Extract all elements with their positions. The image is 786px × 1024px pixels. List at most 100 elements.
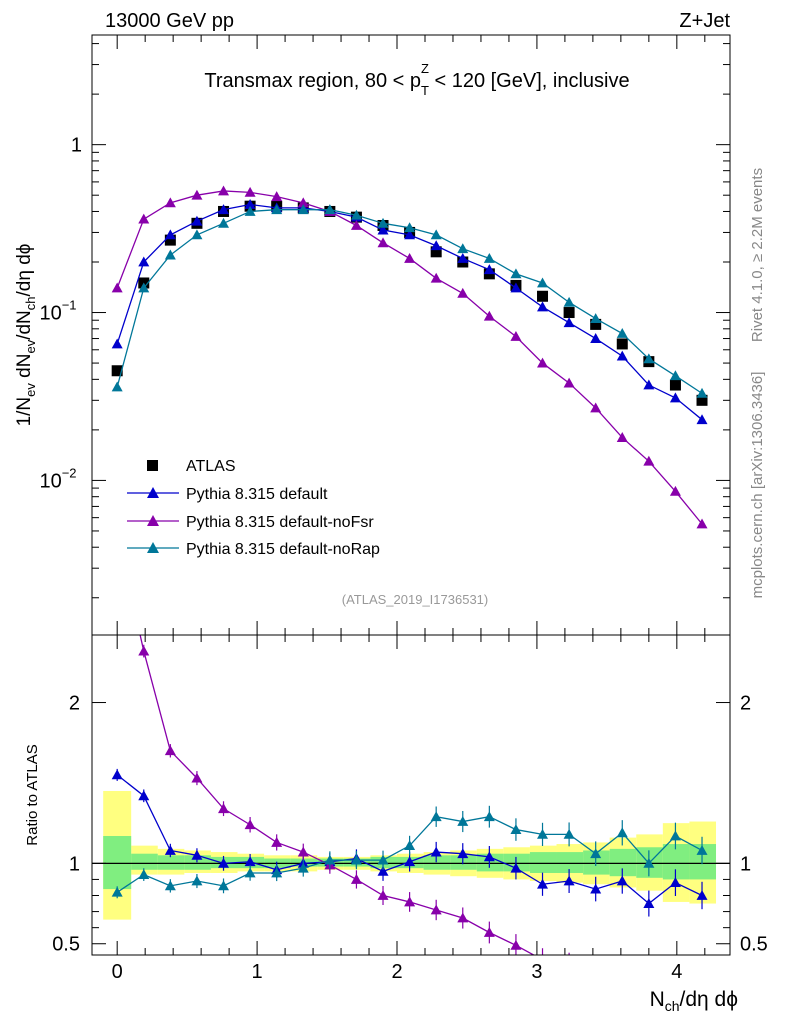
ratio-point <box>191 772 203 783</box>
upper-point <box>616 328 628 338</box>
upper-point <box>643 379 655 390</box>
ratio-point <box>643 898 655 908</box>
upper-point <box>297 197 309 208</box>
ratio-point <box>112 528 123 538</box>
upper-point <box>191 189 203 200</box>
upper-ylabel: 1/Nev dNev/dNch/dη dϕ <box>14 244 38 427</box>
ratio-point <box>590 848 602 859</box>
upper-point-atlas <box>696 394 708 406</box>
ratio-point <box>324 854 336 865</box>
ratio-point <box>350 873 362 884</box>
upper-point <box>218 204 230 215</box>
upper-point <box>111 282 123 293</box>
ratio-xtick-label: 0 <box>112 961 123 983</box>
ratio-band-green <box>131 853 158 870</box>
upper-point <box>510 268 522 279</box>
ratio-band-green <box>423 855 451 870</box>
mcplots-label: mcplots.cern.ch [arXiv:1306.3436] <box>749 372 766 599</box>
upper-ytick-labels: 1 10−1 10−2 <box>39 135 82 493</box>
title-sub: T <box>421 83 429 98</box>
upper-point-atlas <box>164 234 176 246</box>
ratio-point <box>164 844 176 855</box>
legend-label-norap: Pythia 8.315 default-noRap <box>186 541 380 558</box>
ratio-point <box>483 926 495 937</box>
upper-point <box>350 219 362 230</box>
upper-point <box>457 243 469 254</box>
legend-marker-atlas <box>147 460 158 471</box>
ratio-point <box>271 836 283 847</box>
ratio-band-green <box>662 844 690 880</box>
ratio-ytick-label-left: 1 <box>69 853 80 875</box>
upper-point-atlas <box>537 290 549 302</box>
ratio-point <box>510 862 522 873</box>
ratio-point <box>404 856 416 867</box>
title-sup: Z <box>421 61 429 76</box>
upper-series-3 <box>111 204 708 398</box>
ratio-point <box>643 857 655 868</box>
ratio-point <box>430 811 442 822</box>
upper-ytick-label: 1 <box>71 135 82 157</box>
xlabel: Nch/dη dϕ <box>650 988 738 1014</box>
ratio-point <box>111 769 123 780</box>
ratio-xtick-label: 1 <box>252 961 263 983</box>
upper-point <box>669 370 681 381</box>
upper-point <box>483 252 495 263</box>
lower-data <box>111 528 708 969</box>
ratio-point <box>669 877 681 888</box>
ratio-band-green <box>609 848 637 877</box>
ratio-point <box>244 867 256 878</box>
upper-point <box>510 282 522 293</box>
analysis-id: (ATLAS_2019_I1736531) <box>342 592 488 607</box>
lower-ticks <box>92 635 730 955</box>
upper-point <box>430 240 442 251</box>
ratio-band-green <box>476 853 504 872</box>
legend-entry-nofsr: Pythia 8.315 default-noFsr <box>127 514 374 531</box>
upper-point <box>669 392 681 403</box>
upper-point <box>377 224 389 235</box>
upper-point <box>138 256 150 267</box>
ratio-point <box>696 890 708 900</box>
ratio-xtick-label: 4 <box>671 961 682 983</box>
ratio-point <box>350 854 362 865</box>
process-label: Z+Jet <box>679 10 730 32</box>
ratio-point <box>563 875 575 886</box>
upper-ticks <box>92 35 730 635</box>
legend-entry-default: Pythia 8.315 default <box>127 486 328 503</box>
ratio-point <box>564 959 575 969</box>
upper-point <box>404 222 416 233</box>
upper-point-atlas <box>669 379 681 391</box>
legend-marker-norap <box>147 542 159 553</box>
upper-point <box>271 191 283 202</box>
upper-point <box>164 197 176 208</box>
upper-point <box>537 277 549 288</box>
upper-point <box>164 229 176 240</box>
upper-point <box>696 414 708 425</box>
ratio-point <box>537 878 549 889</box>
upper-point <box>111 381 123 392</box>
ratio-point <box>590 883 602 894</box>
ratio-band-green <box>103 836 132 890</box>
ratio-point <box>510 824 522 834</box>
ratio-band-green <box>450 855 477 870</box>
upper-point <box>483 264 495 275</box>
lower-bands <box>92 790 730 920</box>
upper-point <box>563 377 575 388</box>
upper-point <box>218 185 230 196</box>
lower-panel-frame <box>91 634 731 956</box>
upper-point <box>457 252 469 263</box>
ratio-point <box>377 865 389 876</box>
upper-point <box>191 215 203 226</box>
energy-label: 13000 GeV pp <box>105 10 234 32</box>
upper-point <box>377 217 389 228</box>
ratio-point <box>111 886 123 897</box>
upper-point <box>271 204 283 215</box>
ratio-point <box>138 645 150 656</box>
ratio-band-green <box>503 853 530 872</box>
ratio-point <box>164 745 176 756</box>
ratio-band-green <box>556 852 584 873</box>
ratio-point <box>669 830 681 841</box>
lower-tick-labels: 0.5 0.5 1 1 2 2 0 1 2 3 4 <box>52 693 768 983</box>
upper-point <box>111 338 123 349</box>
ratio-point <box>563 828 575 839</box>
ratio-point <box>297 862 309 873</box>
